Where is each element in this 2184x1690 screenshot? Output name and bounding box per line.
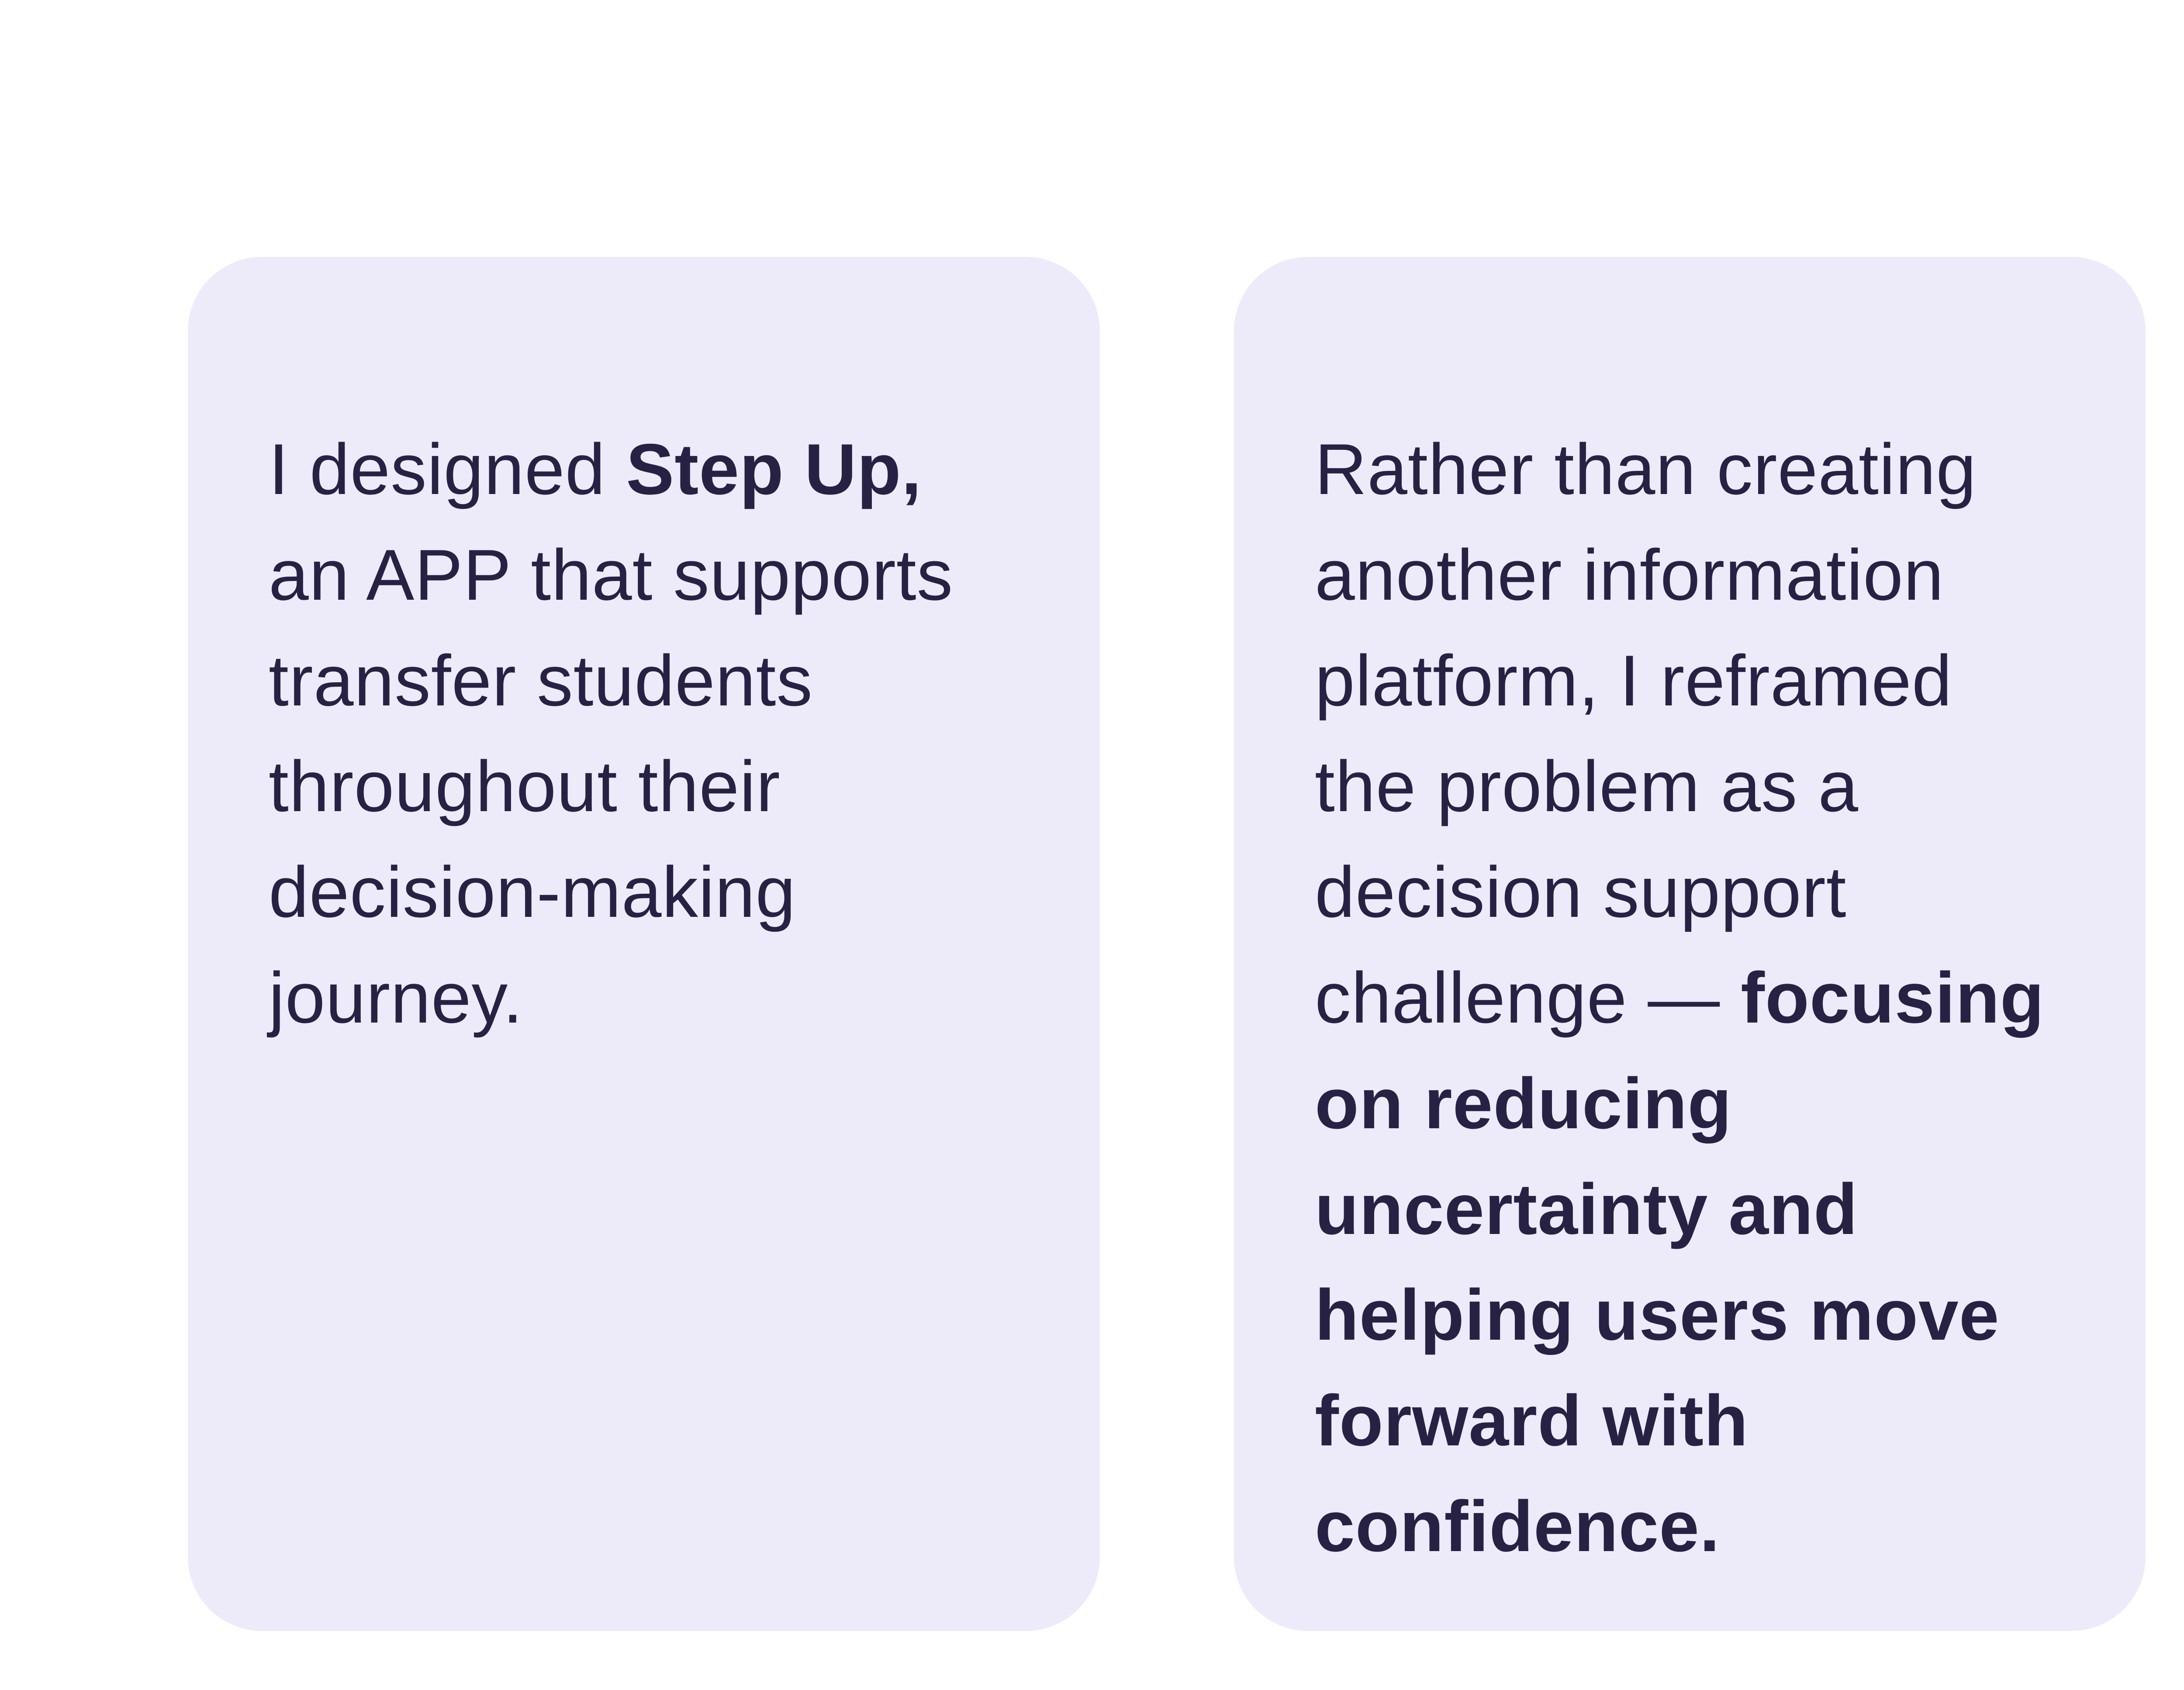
bold-text-run: Step Up,	[626, 429, 922, 509]
card-intro: I designed Step Up, an APP that supports…	[188, 257, 1100, 1631]
text-run: Rather than creating another information…	[1315, 429, 1977, 1038]
card-intro-text: I designed Step Up, an APP that supports…	[269, 416, 1034, 1051]
text-run: an APP that supports transfer students t…	[269, 535, 954, 1038]
card-approach-text: Rather than creating another information…	[1315, 416, 2080, 1579]
text-run: I designed	[269, 429, 626, 509]
bold-text-run: focusing on reducing uncertainty and hel…	[1315, 957, 2045, 1566]
card-approach: Rather than creating another information…	[1234, 257, 2146, 1631]
